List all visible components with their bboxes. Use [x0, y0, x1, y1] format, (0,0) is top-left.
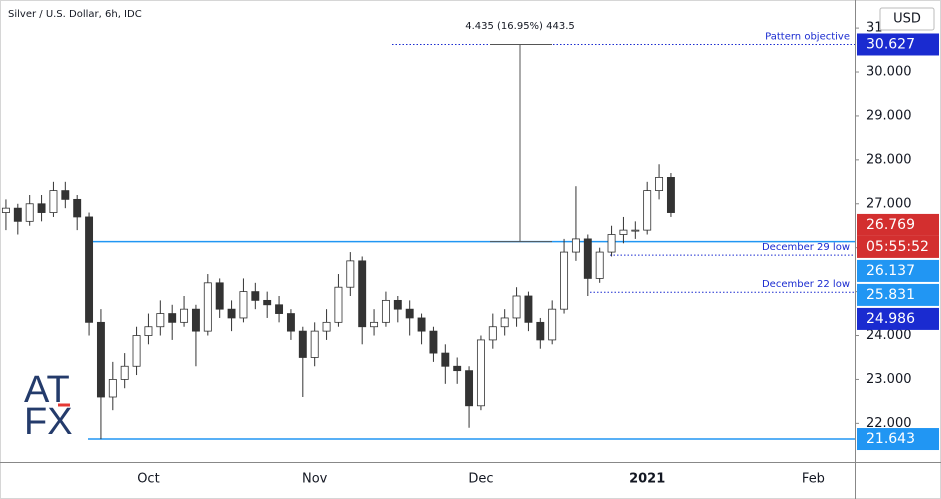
y-tick-label: 29.000 — [866, 108, 912, 123]
candle-body — [275, 304, 284, 314]
candle-body — [583, 238, 592, 279]
candle-body — [429, 330, 438, 354]
candle-body — [666, 177, 675, 213]
x-tick-label: 2021 — [629, 472, 665, 487]
price-tag-label: 26.769 — [866, 217, 915, 233]
y-tick-label: 24.000 — [866, 328, 912, 343]
candle-body — [13, 207, 22, 222]
candle-body — [631, 229, 640, 232]
candle-body — [512, 295, 521, 319]
level-tag — [857, 283, 939, 306]
candle-body — [49, 190, 58, 213]
level-tag-label: 24.986 — [866, 311, 915, 327]
currency: USD — [893, 12, 921, 27]
candle-body — [370, 321, 379, 328]
candle-body — [619, 229, 628, 235]
y-tick-label: 31 — [866, 21, 883, 36]
measure-label: 4.435 (16.95%) 443.5 — [465, 21, 575, 32]
candle-body — [465, 370, 474, 407]
candle-body — [453, 365, 462, 372]
candle-body — [1, 207, 10, 213]
level-tag — [857, 33, 939, 56]
y-tick-label: 30.000 — [866, 65, 912, 80]
countdown-tag-label: 05:55:52 — [866, 239, 929, 255]
candle-body — [500, 317, 509, 328]
candle-body — [346, 260, 355, 288]
candle-body — [227, 308, 236, 319]
candle-body — [239, 291, 248, 319]
candle-body — [85, 216, 94, 323]
candle-body — [381, 299, 390, 323]
candle-body — [655, 177, 664, 191]
price-tag — [857, 213, 939, 236]
candle-body — [536, 321, 545, 341]
level-note: Pattern objective — [765, 31, 850, 42]
x-tick-label: Dec — [468, 472, 493, 487]
level-note: December 29 low — [762, 242, 850, 253]
candle-body — [441, 352, 450, 367]
candle-body — [334, 286, 343, 323]
candle-body — [298, 330, 307, 358]
candle-body — [607, 234, 616, 253]
candle-body — [405, 308, 414, 319]
candle-body — [595, 251, 604, 279]
y-tick-label: 28.000 — [866, 152, 912, 167]
candle-body — [168, 313, 177, 323]
candle-body — [393, 299, 402, 310]
candle-body — [96, 321, 105, 398]
level-tag-label: 25.831 — [866, 287, 915, 303]
candle-body — [203, 282, 212, 332]
countdown-tag — [857, 235, 939, 258]
candle-body — [476, 339, 485, 407]
candle-body — [263, 299, 272, 306]
candle-body — [180, 308, 189, 323]
x-tick-label: Feb — [802, 472, 825, 487]
logo-text: FX — [24, 401, 73, 443]
candle-body — [524, 295, 533, 323]
candle-body — [120, 365, 129, 380]
level-tag — [857, 259, 939, 282]
candle-body — [310, 330, 319, 358]
candle-body — [417, 317, 426, 332]
logo: AT FX — [24, 369, 73, 443]
candle-body — [37, 203, 46, 213]
y-tick-label: 27.000 — [866, 196, 912, 211]
candle-body — [25, 203, 34, 222]
candle-body — [560, 251, 569, 310]
candle-body — [488, 326, 497, 341]
candle-body — [286, 313, 295, 332]
x-tick-label: Nov — [302, 472, 328, 487]
candle-body — [643, 190, 652, 231]
currency-box — [879, 7, 935, 31]
candle-body — [322, 321, 331, 332]
candle-body — [108, 379, 117, 398]
candle-body — [61, 190, 70, 200]
level-tag-label: 30.627 — [866, 36, 915, 52]
candle-body — [571, 238, 580, 253]
chart-title: Silver / U.S. Dollar, 6h, IDC — [8, 9, 142, 20]
level-tag — [857, 307, 939, 330]
level-tag — [857, 428, 939, 451]
level-tag-label: 26.137 — [866, 263, 915, 279]
candle-body — [73, 198, 82, 218]
candle-body — [156, 313, 165, 328]
candle-body — [132, 335, 141, 367]
level-tag-label: 21.643 — [866, 431, 915, 447]
plot-area — [1, 43, 855, 440]
candle-body — [251, 291, 260, 301]
y-tick-label: 22.000 — [866, 416, 912, 431]
candle-body — [144, 326, 153, 336]
candle-body — [215, 282, 224, 310]
candle-body — [191, 308, 200, 332]
y-tick-label: 23.000 — [866, 372, 912, 387]
candle-body — [548, 308, 557, 341]
x-tick-label: Oct — [137, 472, 159, 487]
level-note: December 22 low — [762, 279, 850, 290]
candle-body — [358, 260, 367, 328]
